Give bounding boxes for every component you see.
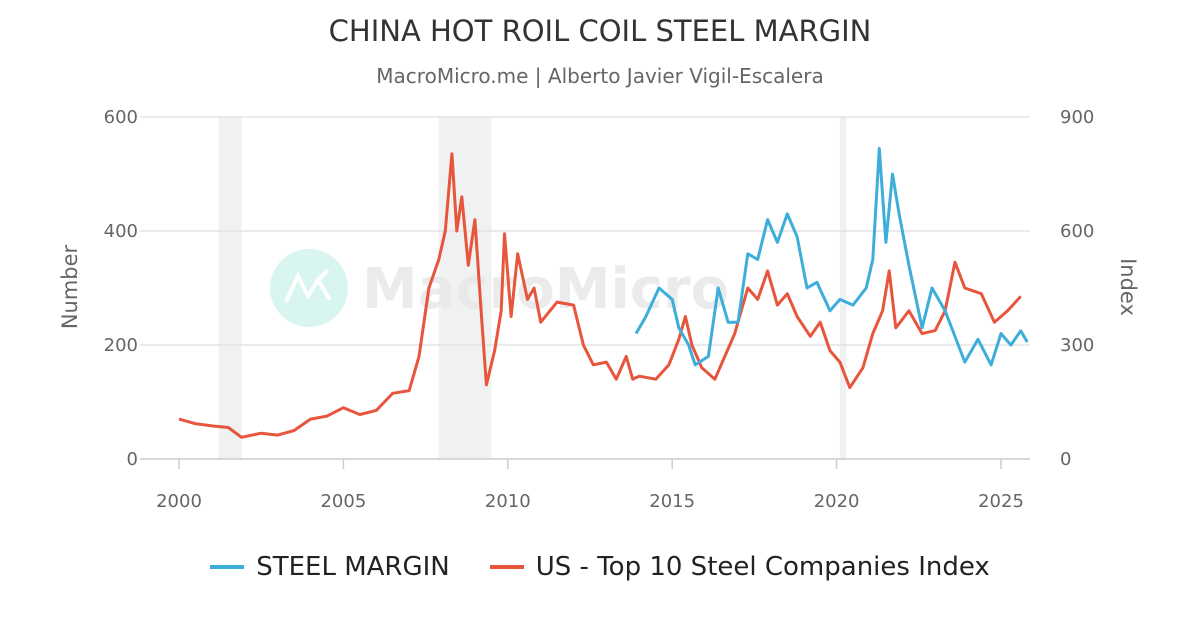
series-line-us-steel-index — [178, 152, 1022, 439]
x-tick-label: 2025 — [978, 491, 1024, 512]
y-right-tick-label: 300 — [1060, 335, 1094, 356]
legend-label: US - Top 10 Steel Companies Index — [535, 552, 990, 582]
watermark-logo-icon — [270, 249, 348, 327]
series-line-steel-margin — [634, 146, 1029, 367]
legend: STEEL MARGIN US - Top 10 Steel Companies… — [0, 552, 1200, 582]
legend-item-us-steel-index[interactable]: US - Top 10 Steel Companies Index — [489, 552, 990, 582]
recession-band — [218, 117, 242, 459]
watermark-text: MacroMicro — [362, 257, 729, 322]
chart-subtitle: MacroMicro.me | Alberto Javier Vigil-Esc… — [376, 64, 824, 88]
y-left-tick-label: 200 — [104, 335, 138, 356]
y-left-tick-label: 400 — [104, 221, 138, 242]
legend-label: STEEL MARGIN — [256, 552, 450, 582]
x-tick-label: 2010 — [485, 491, 531, 512]
chart-title: CHINA HOT ROIL COIL STEEL MARGIN — [328, 14, 872, 48]
y-right-tick-label: 600 — [1060, 221, 1094, 242]
y-left-tick-label: 0 — [127, 449, 138, 470]
legend-item-steel-margin[interactable]: STEEL MARGIN — [210, 552, 450, 582]
legend-swatch — [210, 565, 245, 569]
watermark: MacroMicro — [270, 249, 729, 327]
x-tick-label: 2005 — [320, 491, 366, 512]
x-tick-label: 2000 — [156, 491, 202, 512]
recession-bands — [218, 117, 847, 459]
y-right-axis-label: Index — [1116, 258, 1140, 316]
recession-band — [839, 117, 847, 459]
y-right-tick-label: 0 — [1060, 449, 1071, 470]
recession-band — [438, 117, 492, 459]
x-tick-label: 2015 — [649, 491, 695, 512]
y-right-tick-label: 900 — [1060, 107, 1094, 128]
x-tick-label: 2020 — [814, 491, 860, 512]
y-left-axis-label: Number — [58, 244, 82, 329]
legend-swatch — [489, 565, 524, 569]
y-left-tick-label: 600 — [104, 107, 138, 128]
